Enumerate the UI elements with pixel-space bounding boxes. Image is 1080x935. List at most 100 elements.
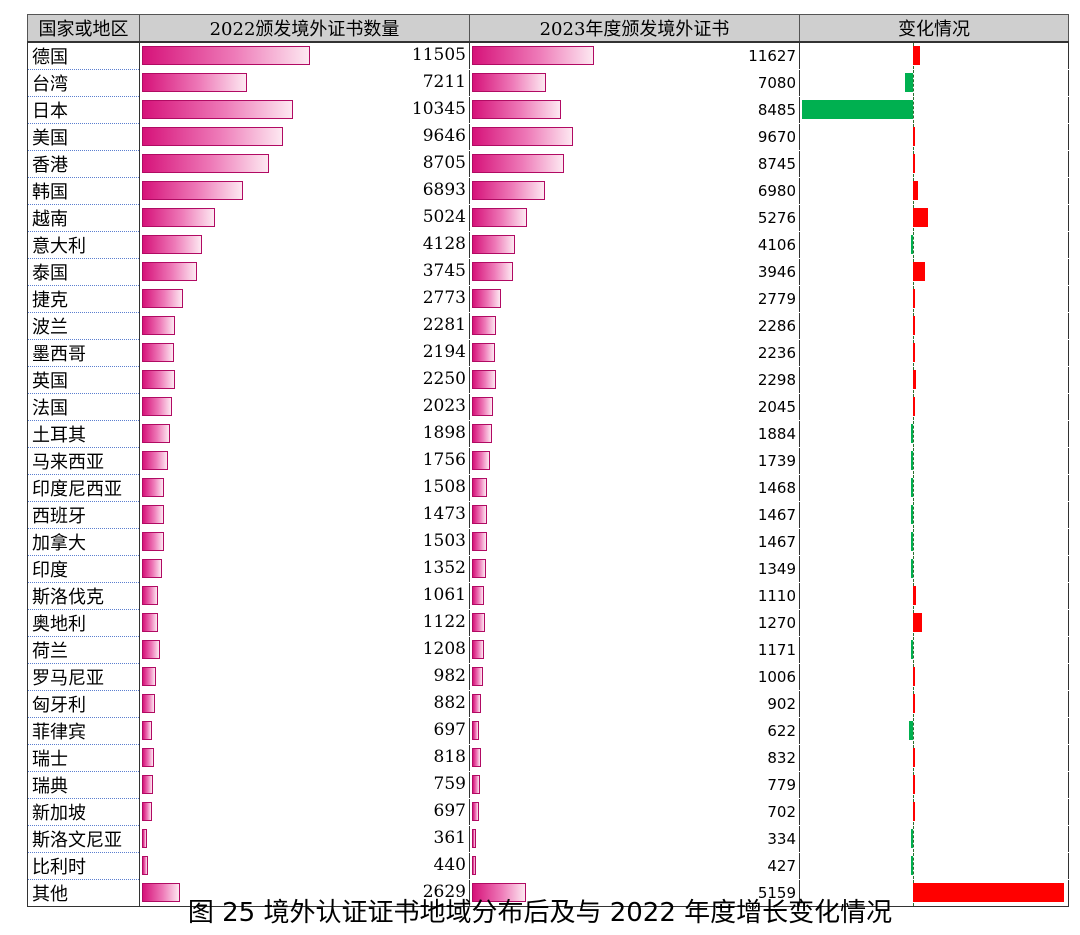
bar-2023 bbox=[472, 154, 564, 173]
table-row: 斯洛文尼亚 361 334 bbox=[27, 825, 1069, 853]
decrease-bar bbox=[911, 235, 913, 254]
change-cell bbox=[799, 555, 1069, 583]
value-2022-label: 2194 bbox=[422, 342, 466, 362]
bar-2023 bbox=[472, 748, 481, 767]
region-cell: 泰国 bbox=[27, 258, 140, 286]
change-zero-axis bbox=[913, 853, 914, 879]
table-row: 泰国 3745 3946 bbox=[27, 258, 1069, 286]
increase-bar bbox=[913, 694, 915, 713]
region-cell: 德国 bbox=[27, 42, 140, 70]
bar-2023 bbox=[472, 397, 494, 416]
change-cell bbox=[799, 123, 1069, 151]
value-2023-cell: 1171 bbox=[469, 636, 800, 664]
change-zero-axis bbox=[913, 502, 914, 528]
bar-2023 bbox=[472, 100, 562, 119]
bar-2022 bbox=[142, 802, 153, 821]
value-2022-cell: 1508 bbox=[139, 474, 470, 502]
change-zero-axis bbox=[913, 70, 914, 96]
increase-bar bbox=[913, 46, 921, 65]
value-2023-cell: 6980 bbox=[469, 177, 800, 205]
value-2023-label: 2286 bbox=[757, 317, 796, 335]
value-2023-cell: 9670 bbox=[469, 123, 800, 151]
table-body: 德国 11505 11627 台湾 7211 7080 日本 10345 8485 美国 9646 9… bbox=[27, 42, 1069, 907]
value-2022-cell: 1756 bbox=[139, 447, 470, 475]
value-2022-cell: 697 bbox=[139, 717, 470, 745]
bar-2023 bbox=[472, 532, 488, 551]
value-2023-label: 1467 bbox=[757, 533, 796, 551]
region-cell: 意大利 bbox=[27, 231, 140, 259]
bar-2023 bbox=[472, 181, 546, 200]
value-2022-label: 8705 bbox=[422, 153, 466, 173]
value-2022-label: 697 bbox=[433, 801, 466, 821]
region-cell: 土耳其 bbox=[27, 420, 140, 448]
change-zero-axis bbox=[913, 97, 914, 123]
increase-bar bbox=[913, 316, 915, 335]
value-2022-cell: 1208 bbox=[139, 636, 470, 664]
value-2023-label: 6980 bbox=[757, 182, 796, 200]
change-cell bbox=[799, 663, 1069, 691]
region-cell: 马来西亚 bbox=[27, 447, 140, 475]
change-cell bbox=[799, 528, 1069, 556]
change-cell bbox=[799, 771, 1069, 799]
change-cell bbox=[799, 690, 1069, 718]
change-cell bbox=[799, 204, 1069, 232]
bar-2022 bbox=[142, 532, 164, 551]
value-2022-label: 5024 bbox=[422, 207, 466, 227]
value-2022-label: 2023 bbox=[422, 396, 466, 416]
increase-bar bbox=[913, 748, 915, 767]
value-2023-label: 2298 bbox=[757, 371, 796, 389]
table-row: 墨西哥 2194 2236 bbox=[27, 339, 1069, 367]
bar-2023 bbox=[472, 802, 480, 821]
value-2023-cell: 3946 bbox=[469, 258, 800, 286]
value-2022-label: 982 bbox=[433, 666, 466, 686]
bar-2023 bbox=[472, 613, 486, 632]
change-cell bbox=[799, 501, 1069, 529]
value-2022-label: 2629 bbox=[422, 882, 466, 902]
change-cell bbox=[799, 636, 1069, 664]
table-row: 印度尼西亚 1508 1468 bbox=[27, 474, 1069, 502]
decrease-bar bbox=[911, 856, 913, 875]
value-2022-cell: 2773 bbox=[139, 285, 470, 313]
table-row: 土耳其 1898 1884 bbox=[27, 420, 1069, 448]
region-cell: 斯洛伐克 bbox=[27, 582, 140, 610]
value-2023-cell: 622 bbox=[469, 717, 800, 745]
bar-2022 bbox=[142, 235, 203, 254]
value-2023-label: 334 bbox=[767, 830, 796, 848]
bar-2022 bbox=[142, 73, 248, 92]
table-row: 匈牙利 882 902 bbox=[27, 690, 1069, 718]
bar-2023 bbox=[472, 73, 547, 92]
table-row: 加拿大 1503 1467 bbox=[27, 528, 1069, 556]
bar-2023 bbox=[472, 775, 481, 794]
header-region: 国家或地区 bbox=[27, 14, 140, 43]
bar-2022 bbox=[142, 559, 162, 578]
value-2023-label: 2236 bbox=[757, 344, 796, 362]
value-2022-label: 1473 bbox=[422, 504, 466, 524]
table-row: 斯洛伐克 1061 1110 bbox=[27, 582, 1069, 610]
change-cell bbox=[799, 852, 1069, 880]
increase-bar bbox=[913, 181, 919, 200]
change-zero-axis bbox=[913, 718, 914, 744]
change-cell bbox=[799, 231, 1069, 259]
value-2023-cell: 1467 bbox=[469, 501, 800, 529]
value-2022-label: 1503 bbox=[422, 531, 466, 551]
value-2022-label: 2773 bbox=[422, 288, 466, 308]
region-cell: 香港 bbox=[27, 150, 140, 178]
region-cell: 瑞士 bbox=[27, 744, 140, 772]
bar-2023 bbox=[472, 478, 488, 497]
change-cell bbox=[799, 42, 1069, 70]
value-2023-cell: 7080 bbox=[469, 69, 800, 97]
table-row: 奥地利 1122 1270 bbox=[27, 609, 1069, 637]
value-2022-label: 2281 bbox=[422, 315, 466, 335]
value-2023-cell: 1270 bbox=[469, 609, 800, 637]
increase-bar bbox=[913, 262, 925, 281]
table-row: 瑞典 759 779 bbox=[27, 771, 1069, 799]
header-2022: 2022颁发境外证书数量 bbox=[139, 14, 470, 43]
table-row: 德国 11505 11627 bbox=[27, 42, 1069, 70]
bar-2022 bbox=[142, 856, 149, 875]
value-2023-label: 7080 bbox=[757, 74, 796, 92]
increase-bar bbox=[913, 343, 916, 362]
region-cell: 波兰 bbox=[27, 312, 140, 340]
value-2022-cell: 2629 bbox=[139, 879, 470, 907]
change-cell bbox=[799, 69, 1069, 97]
value-2023-cell: 5276 bbox=[469, 204, 800, 232]
